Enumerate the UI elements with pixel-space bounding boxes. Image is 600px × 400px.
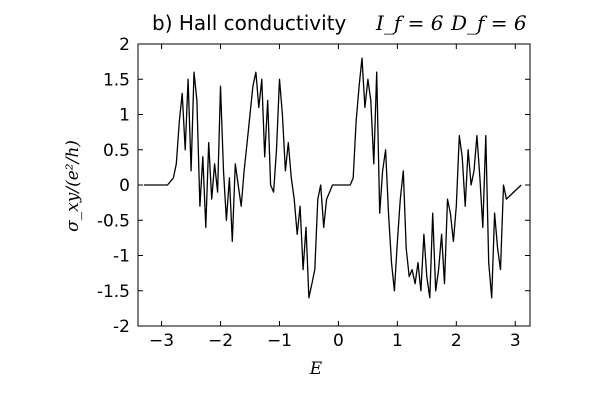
x-tick-label: −3 <box>149 331 174 351</box>
y-tick-label: -1.5 <box>97 282 130 302</box>
x-tick-label: 2 <box>451 331 462 351</box>
x-tick-label: 0 <box>333 331 344 351</box>
x-tick-label: −1 <box>267 331 292 351</box>
y-tick-label: 0 <box>119 176 130 196</box>
series-line <box>143 57 522 299</box>
y-tick-label: -2 <box>113 317 130 337</box>
y-tick-label: -1 <box>113 247 130 267</box>
x-axis-ticks: −3 −2 −1 0 1 2 3 <box>149 44 521 351</box>
x-tick-label: 3 <box>510 331 521 351</box>
x-axis-label: E <box>309 359 323 379</box>
y-tick-label: 2 <box>119 35 130 55</box>
chart-title: b) Hall conductivity <box>152 11 347 35</box>
y-tick-label: -0.5 <box>97 211 130 231</box>
x-tick-label: −2 <box>208 331 233 351</box>
chart-title-param-1: I_f = 6 <box>375 11 444 35</box>
y-tick-label: 1 <box>119 106 130 126</box>
y-axis-label: σ_xy/(e²/h) <box>63 140 83 232</box>
y-tick-label: 0.5 <box>103 141 130 161</box>
chart-title-param-2: D_f = 6 <box>450 11 527 35</box>
x-tick-label: 1 <box>392 331 403 351</box>
y-tick-label: 1.5 <box>103 70 130 90</box>
y-axis-ticks: 2 1.5 1 0.5 0 -0.5 -1 -1.5 -2 <box>97 35 530 337</box>
